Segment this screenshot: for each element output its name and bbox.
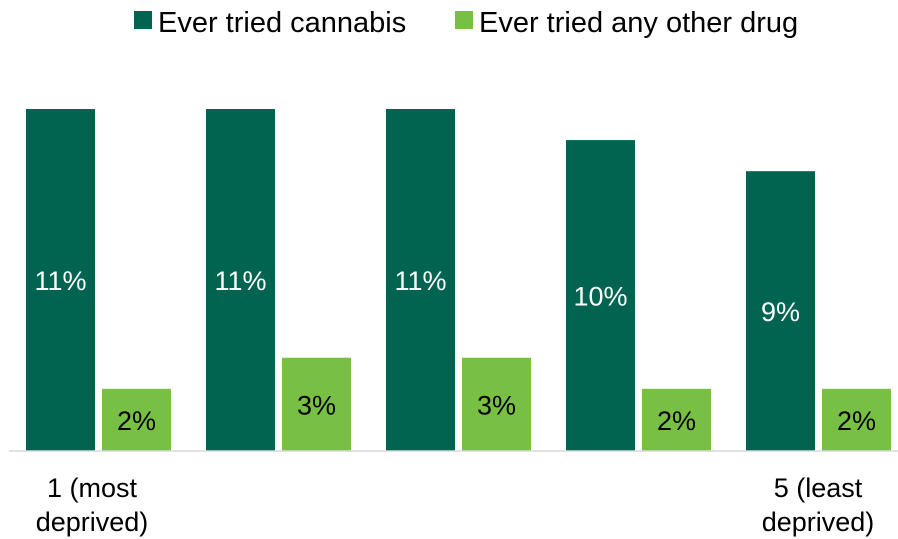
legend: Ever tried cannabis Ever tried any other…: [134, 7, 798, 39]
bar-other-drug-2: [282, 357, 351, 451]
bar-other-drug-3: [462, 357, 531, 451]
x-tick-label-1: 1 (most deprived): [36, 473, 149, 537]
bars-layer: [26, 109, 891, 451]
legend-swatch-other-drug: [455, 11, 473, 29]
data-label-other-drug-2: 3%: [297, 390, 336, 420]
data-label-other-drug-1: 2%: [117, 406, 156, 436]
data-label-other-drug-4: 2%: [657, 406, 696, 436]
legend-label-cannabis: Ever tried cannabis: [158, 7, 406, 39]
data-label-other-drug-3: 3%: [477, 390, 516, 420]
x-tick-label-5: 5 (least deprived): [762, 473, 875, 537]
x-tick-labels: 1 (most deprived) 5 (least deprived): [36, 473, 875, 537]
bar-other-drug-4: [642, 388, 711, 451]
bar-cannabis-2: [206, 109, 275, 451]
bar-other-drug-1: [102, 388, 171, 451]
data-labels-layer: 11% 2% 11% 3% 11% 3% 10% 2% 9% 2%: [34, 266, 876, 436]
data-label-cannabis-3: 11%: [394, 266, 446, 296]
bar-cannabis-1: [26, 109, 95, 451]
data-label-cannabis-5: 9%: [761, 297, 800, 327]
bar-cannabis-3: [386, 109, 455, 451]
legend-label-other-drug: Ever tried any other drug: [479, 7, 798, 39]
bar-cannabis-5: [746, 171, 815, 451]
data-label-cannabis-1: 11%: [34, 266, 86, 296]
data-label-cannabis-4: 10%: [573, 282, 627, 312]
bar-other-drug-5: [822, 388, 891, 451]
data-label-cannabis-2: 11%: [214, 266, 266, 296]
bar-cannabis-4: [566, 140, 635, 451]
data-label-other-drug-5: 2%: [837, 406, 876, 436]
legend-swatch-cannabis: [134, 11, 152, 29]
